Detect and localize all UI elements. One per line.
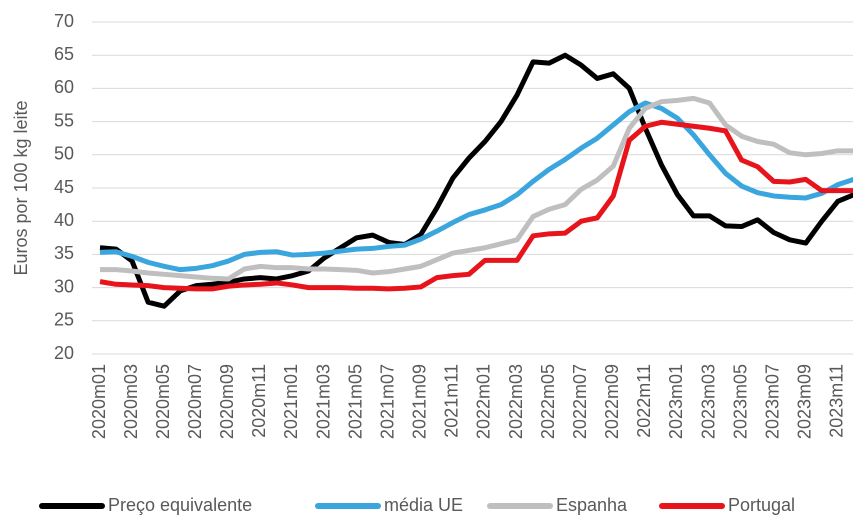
y-tick-label: 55 — [54, 110, 74, 130]
x-tick-label: 2021m03 — [313, 364, 333, 439]
series-line — [99, 100, 853, 273]
y-axis-title: Euros por 100 kg leite — [11, 100, 31, 275]
x-tick-label: 2020m05 — [153, 364, 173, 439]
x-tick-label: 2022m07 — [570, 364, 590, 439]
x-tick-label: 2021m09 — [410, 364, 430, 439]
x-tick-label: 2022m03 — [506, 364, 526, 439]
y-tick-label: 20 — [54, 343, 74, 363]
series-line — [99, 119, 853, 292]
series-line — [100, 95, 853, 282]
x-tick-label: 2022m09 — [602, 364, 622, 439]
x-tick-label: 2022m05 — [538, 364, 558, 439]
legend-label: Portugal — [728, 495, 795, 515]
y-tick-label: 50 — [54, 144, 74, 164]
x-tick-label: 2020m01 — [89, 364, 109, 439]
y-tick-label: 25 — [54, 310, 74, 330]
x-tick-label: 2021m11 — [442, 364, 462, 438]
y-tick-label: 35 — [54, 243, 74, 263]
x-tick-label: 2020m11 — [249, 364, 269, 438]
series-line — [99, 52, 853, 309]
y-tick-label: 65 — [54, 44, 74, 64]
x-tick-label: 2023m07 — [762, 364, 782, 439]
x-tick-label: 2020m09 — [217, 364, 237, 439]
x-tick-label: 2022m01 — [474, 364, 494, 439]
x-tick-label: 2022m11 — [634, 364, 654, 438]
y-tick-label: 45 — [54, 177, 74, 197]
x-tick-label: 2023m03 — [698, 364, 718, 439]
y-tick-label: 70 — [54, 11, 74, 31]
x-tick-label: 2023m05 — [730, 364, 750, 439]
x-tick-label: 2021m01 — [281, 364, 301, 439]
x-tick-label: 2023m11 — [827, 364, 847, 438]
x-tick-label: 2020m07 — [185, 364, 205, 439]
x-tick-label: 2023m09 — [795, 364, 815, 439]
y-tick-label: 30 — [54, 276, 74, 296]
x-tick-label: 2023m01 — [666, 364, 686, 439]
legend-label: média UE — [384, 495, 463, 515]
x-tick-label: 2021m05 — [345, 364, 365, 439]
legend-label: Preço equivalente — [108, 495, 252, 515]
y-tick-label: 40 — [54, 210, 74, 230]
y-tick-label: 60 — [54, 77, 74, 97]
legend-label: Espanha — [556, 495, 628, 515]
x-tick-label: 2020m03 — [121, 364, 141, 439]
x-tick-label: 2021m07 — [377, 364, 397, 439]
